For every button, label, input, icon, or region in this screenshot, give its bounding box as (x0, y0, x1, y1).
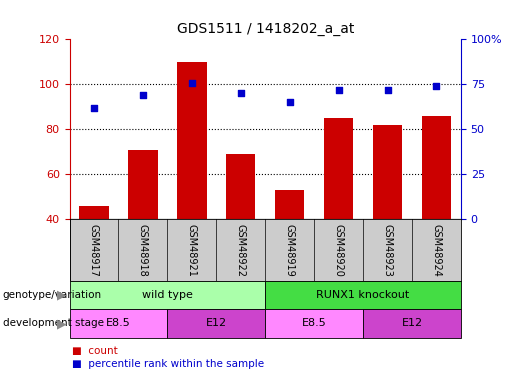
Bar (70, 309, 167, 338)
Point (187, 80, 196, 86)
Text: development stage: development stage (3, 318, 104, 328)
Bar (128, 150, 158, 309)
Bar (226, 154, 255, 309)
Text: GSM48922: GSM48922 (236, 224, 246, 278)
Text: E8.5: E8.5 (302, 318, 327, 328)
Point (335, 87, 343, 93)
Point (236, 90, 245, 96)
Bar (177, 62, 207, 309)
Text: E8.5: E8.5 (106, 318, 131, 328)
Point (285, 99, 294, 105)
Bar (70, 281, 265, 309)
Text: GSM48921: GSM48921 (187, 224, 197, 277)
Text: ▶: ▶ (57, 317, 66, 330)
Text: GSM48923: GSM48923 (383, 224, 392, 277)
Text: wild type: wild type (142, 290, 193, 300)
Bar (265, 281, 461, 309)
Text: GSM48918: GSM48918 (138, 224, 148, 277)
Bar (167, 309, 265, 338)
Point (139, 92, 147, 98)
Bar (373, 125, 402, 309)
Text: E12: E12 (205, 318, 227, 328)
Point (90, 105, 98, 111)
Bar (363, 309, 461, 338)
Point (432, 83, 440, 89)
Text: genotype/variation: genotype/variation (3, 290, 101, 300)
Title: GDS1511 / 1418202_a_at: GDS1511 / 1418202_a_at (177, 22, 354, 36)
Text: RUNX1 knockout: RUNX1 knockout (316, 290, 410, 300)
Text: ■  percentile rank within the sample: ■ percentile rank within the sample (72, 359, 264, 369)
Bar (275, 190, 304, 309)
Text: ▶: ▶ (57, 289, 66, 302)
Text: GSM48924: GSM48924 (432, 224, 441, 277)
Bar (422, 116, 451, 309)
Text: ■  count: ■ count (72, 346, 118, 355)
Bar (324, 118, 353, 309)
Text: GSM48919: GSM48919 (285, 224, 295, 277)
Text: E12: E12 (401, 318, 423, 328)
Bar (79, 206, 109, 309)
Point (383, 87, 391, 93)
Text: GSM48920: GSM48920 (334, 224, 344, 277)
Text: GSM48917: GSM48917 (89, 224, 99, 277)
Bar (265, 309, 363, 338)
